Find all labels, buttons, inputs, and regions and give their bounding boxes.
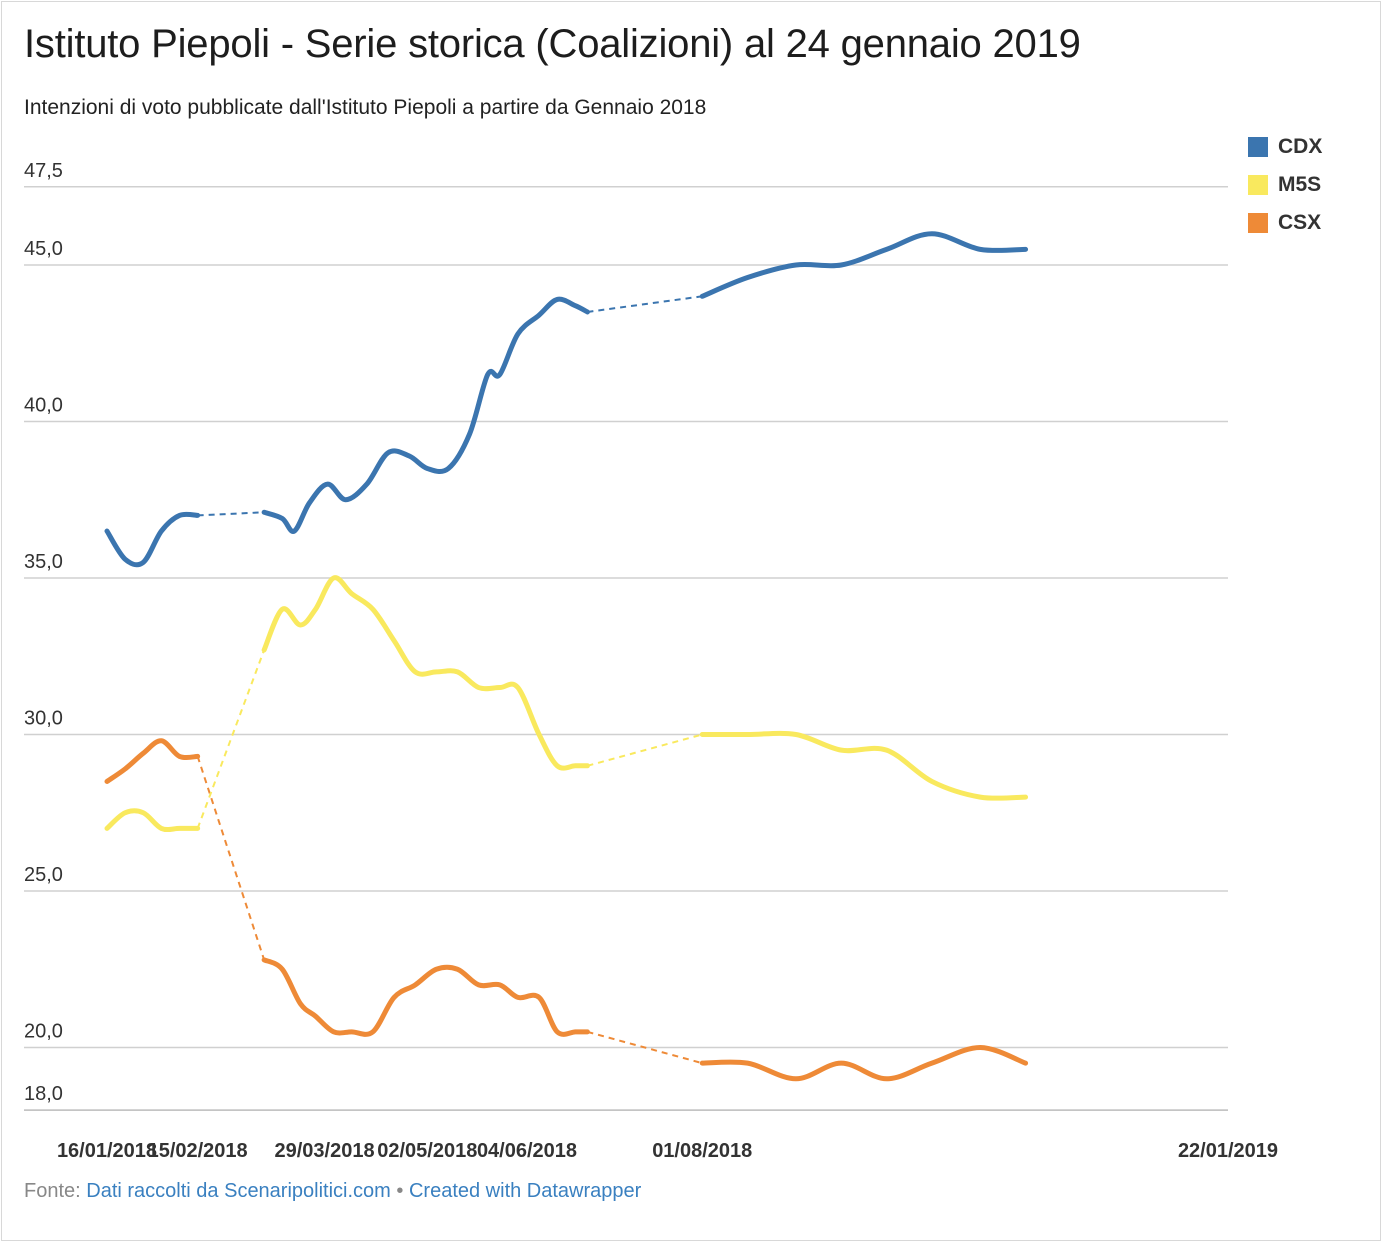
series-line-cdx [699,231,1029,299]
series-gap-cdx [587,295,703,313]
y-tick-label: 18,0 [24,1083,63,1105]
y-tick-label: 25,0 [24,864,63,886]
series-line-m5s [104,808,201,833]
y-tick-label: 30,0 [24,708,63,730]
legend-swatch-cdx [1248,137,1268,157]
x-tick-label: 16/01/2018 [57,1140,157,1162]
y-axis: 47,5 45,0 40,0 35,0 30,0 25,0 20,0 18,0 [24,160,63,1105]
series-line-csx [104,738,201,784]
legend-swatch-m5s [1248,175,1268,195]
chart-title: Istituto Piepoli - Serie storica (Coaliz… [24,22,1081,66]
legend-label-m5s: M5S [1278,173,1322,196]
series-gap-csx [587,1030,703,1065]
source-link[interactable]: Dati raccolti da Scenaripolitici.com [86,1180,391,1202]
x-tick-label: 15/02/2018 [148,1140,248,1162]
y-tick-label: 20,0 [24,1021,63,1043]
series-gap-csx [196,756,266,961]
series-gap-cdx [197,511,265,517]
y-tick-label: 35,0 [24,551,63,573]
gridlines [24,186,1228,1111]
legend-item-csx: CSX [1248,204,1322,242]
legend-item-cdx: CDX [1248,128,1322,166]
series-line-m5s [261,575,590,771]
x-tick-label: 02/05/2018 [377,1140,477,1162]
series-gap-m5s [196,649,266,829]
legend-item-m5s: M5S [1248,166,1322,204]
legend-label-cdx: CDX [1278,135,1323,158]
datawrapper-link[interactable]: Created with Datawrapper [408,1180,642,1202]
footer-prefix: Fonte: [24,1180,81,1202]
legend-label-csx: CSX [1278,211,1322,234]
legend: CDX M5S CSX [1248,128,1322,242]
x-tick-label: 01/08/2018 [652,1140,752,1162]
y-tick-label: 47,5 [24,160,63,182]
y-tick-label: 40,0 [24,395,63,417]
footer-separator: • [396,1180,404,1202]
footer: Fonte: Dati raccolti da Scenaripolitici.… [24,1180,641,1203]
x-tick-label: 04/06/2018 [477,1140,577,1162]
series-line-m5s [699,730,1029,801]
series-line-csx [261,957,590,1037]
series-line-cdx [104,511,201,568]
x-tick-label: 22/01/2019 [1178,1140,1278,1162]
series-line-csx [699,1045,1029,1082]
chart-subtitle: Intenzioni di voto pubblicate dall'Istit… [24,96,707,119]
series-lines [104,231,1029,1082]
y-tick-label: 45,0 [24,238,63,260]
x-tick-label: 29/03/2018 [274,1140,374,1162]
legend-swatch-csx [1248,213,1268,233]
series-gap-m5s [587,733,703,767]
series-line-cdx [261,296,590,534]
